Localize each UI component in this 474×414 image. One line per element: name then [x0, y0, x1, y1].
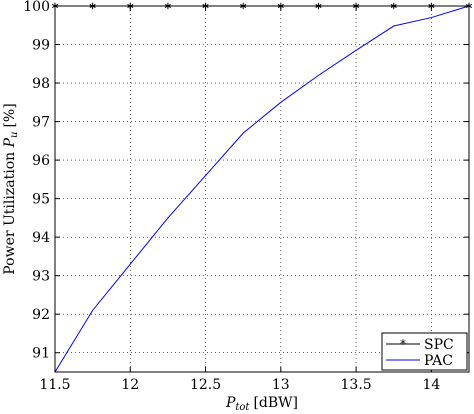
legend-box: [381, 332, 468, 371]
x-axis-label: Ptot [dBW]: [225, 395, 298, 413]
y-tick-label: 98: [32, 76, 50, 92]
legend-label-pac: PAC: [424, 353, 453, 369]
y-tick-label: 99: [32, 38, 50, 54]
y-tick-label: 94: [32, 230, 50, 246]
y-tick-label: 95: [32, 192, 50, 208]
x-tick-label: 11.5: [39, 377, 70, 393]
x-tick-label: 13: [272, 377, 290, 393]
series-line-pac: [54, 5, 470, 373]
y-tick-label: 97: [32, 115, 50, 131]
legend-label-spc: SPC: [424, 337, 454, 353]
y-tick-label: 92: [32, 307, 50, 323]
y-tick-label: 91: [32, 346, 50, 362]
legend: * SPC PAC: [381, 332, 468, 371]
plot-frame: [54, 5, 470, 373]
x-tick-label: 12: [121, 377, 139, 393]
y-tick-label: 93: [32, 269, 50, 285]
y-tick-label: 96: [32, 153, 50, 169]
plot-area: [55, 6, 469, 372]
y-axis-label: Power Utilization Pu[%]: [2, 103, 20, 274]
y-tick-label: 100: [23, 0, 50, 15]
x-tick-label: 12.5: [190, 377, 221, 393]
x-tick-label: 13.5: [341, 377, 372, 393]
grid-lines: [55, 6, 469, 372]
ticks-group: 11.5 12 12.5 13 13.5 14 91 92 93 94 95 96 97 98 99 100: [23, 0, 469, 393]
x-tick-label: 14: [422, 377, 440, 393]
legend-marker-spc: *: [400, 337, 406, 351]
